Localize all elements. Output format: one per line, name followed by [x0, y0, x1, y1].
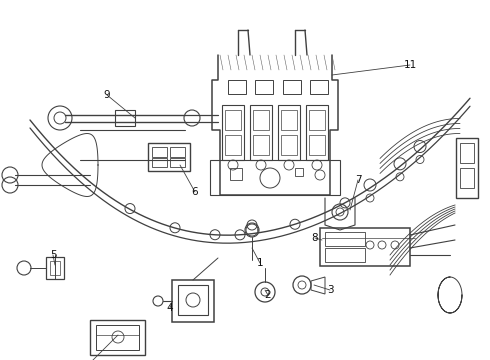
- Bar: [295, 168, 303, 176]
- Text: 3: 3: [327, 285, 333, 295]
- Bar: [456, 138, 478, 198]
- Bar: [178, 285, 208, 315]
- Bar: [96, 325, 139, 350]
- Bar: [222, 105, 244, 160]
- Text: 5: 5: [49, 250, 56, 260]
- Bar: [230, 168, 242, 180]
- Text: 8: 8: [312, 233, 318, 243]
- Bar: [278, 105, 300, 160]
- Bar: [250, 105, 272, 160]
- Text: 7: 7: [355, 175, 361, 185]
- Bar: [310, 80, 328, 94]
- Bar: [320, 228, 410, 266]
- Bar: [225, 135, 241, 155]
- Bar: [228, 80, 246, 94]
- Bar: [309, 135, 325, 155]
- Bar: [325, 232, 365, 246]
- Bar: [281, 110, 297, 130]
- Bar: [170, 147, 185, 157]
- Text: 11: 11: [403, 60, 416, 70]
- Bar: [460, 168, 474, 188]
- Bar: [281, 135, 297, 155]
- Bar: [148, 143, 190, 171]
- Bar: [90, 320, 145, 355]
- Bar: [170, 158, 185, 167]
- Bar: [210, 160, 340, 195]
- Text: 2: 2: [265, 290, 271, 300]
- Text: 9: 9: [104, 90, 110, 100]
- Bar: [309, 110, 325, 130]
- Bar: [253, 110, 269, 130]
- Bar: [225, 110, 241, 130]
- Bar: [46, 257, 64, 279]
- Bar: [253, 135, 269, 155]
- Text: 4: 4: [167, 303, 173, 313]
- Bar: [255, 80, 273, 94]
- Bar: [152, 158, 167, 167]
- Bar: [325, 248, 365, 262]
- Bar: [50, 261, 60, 275]
- Text: 6: 6: [192, 187, 198, 197]
- Bar: [172, 280, 214, 322]
- Text: 1: 1: [257, 258, 263, 268]
- Bar: [115, 110, 135, 126]
- Bar: [460, 143, 474, 163]
- Bar: [152, 147, 167, 157]
- Bar: [306, 105, 328, 160]
- Bar: [283, 80, 301, 94]
